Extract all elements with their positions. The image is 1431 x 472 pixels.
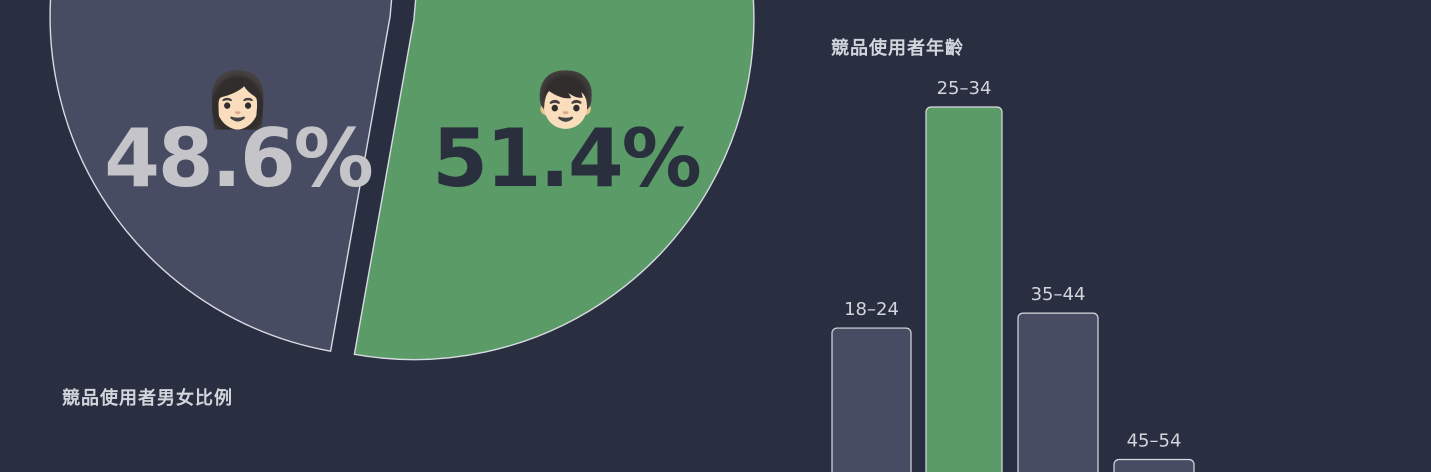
bar-label-18–24: 18–24 [844,299,899,320]
pie-slice-male [353,0,755,361]
gender-pie-chart: 👩🏻48.6% 👦🏻51.4% [49,0,755,361]
pie-label-male: 51.4% [432,112,700,205]
bar-label-35–44: 35–44 [1031,284,1086,305]
bar-35–44 [1017,312,1099,472]
bar-label-25–34: 25–34 [937,78,992,99]
bar-label-45–54: 45–54 [1127,430,1182,451]
pie-label-female: 48.6% [104,112,372,205]
bar-25–34 [925,106,1003,472]
female-icon: 👩🏻 [204,69,271,132]
bar-chart-title: 競品使用者年齡 [831,38,964,59]
male-icon: 👦🏻 [532,69,599,132]
pie-chart-title: 競品使用者男女比例 [62,388,233,409]
pie-slice-female [49,0,393,352]
bar-45–54 [1113,458,1195,472]
bar-18–24 [831,327,912,472]
